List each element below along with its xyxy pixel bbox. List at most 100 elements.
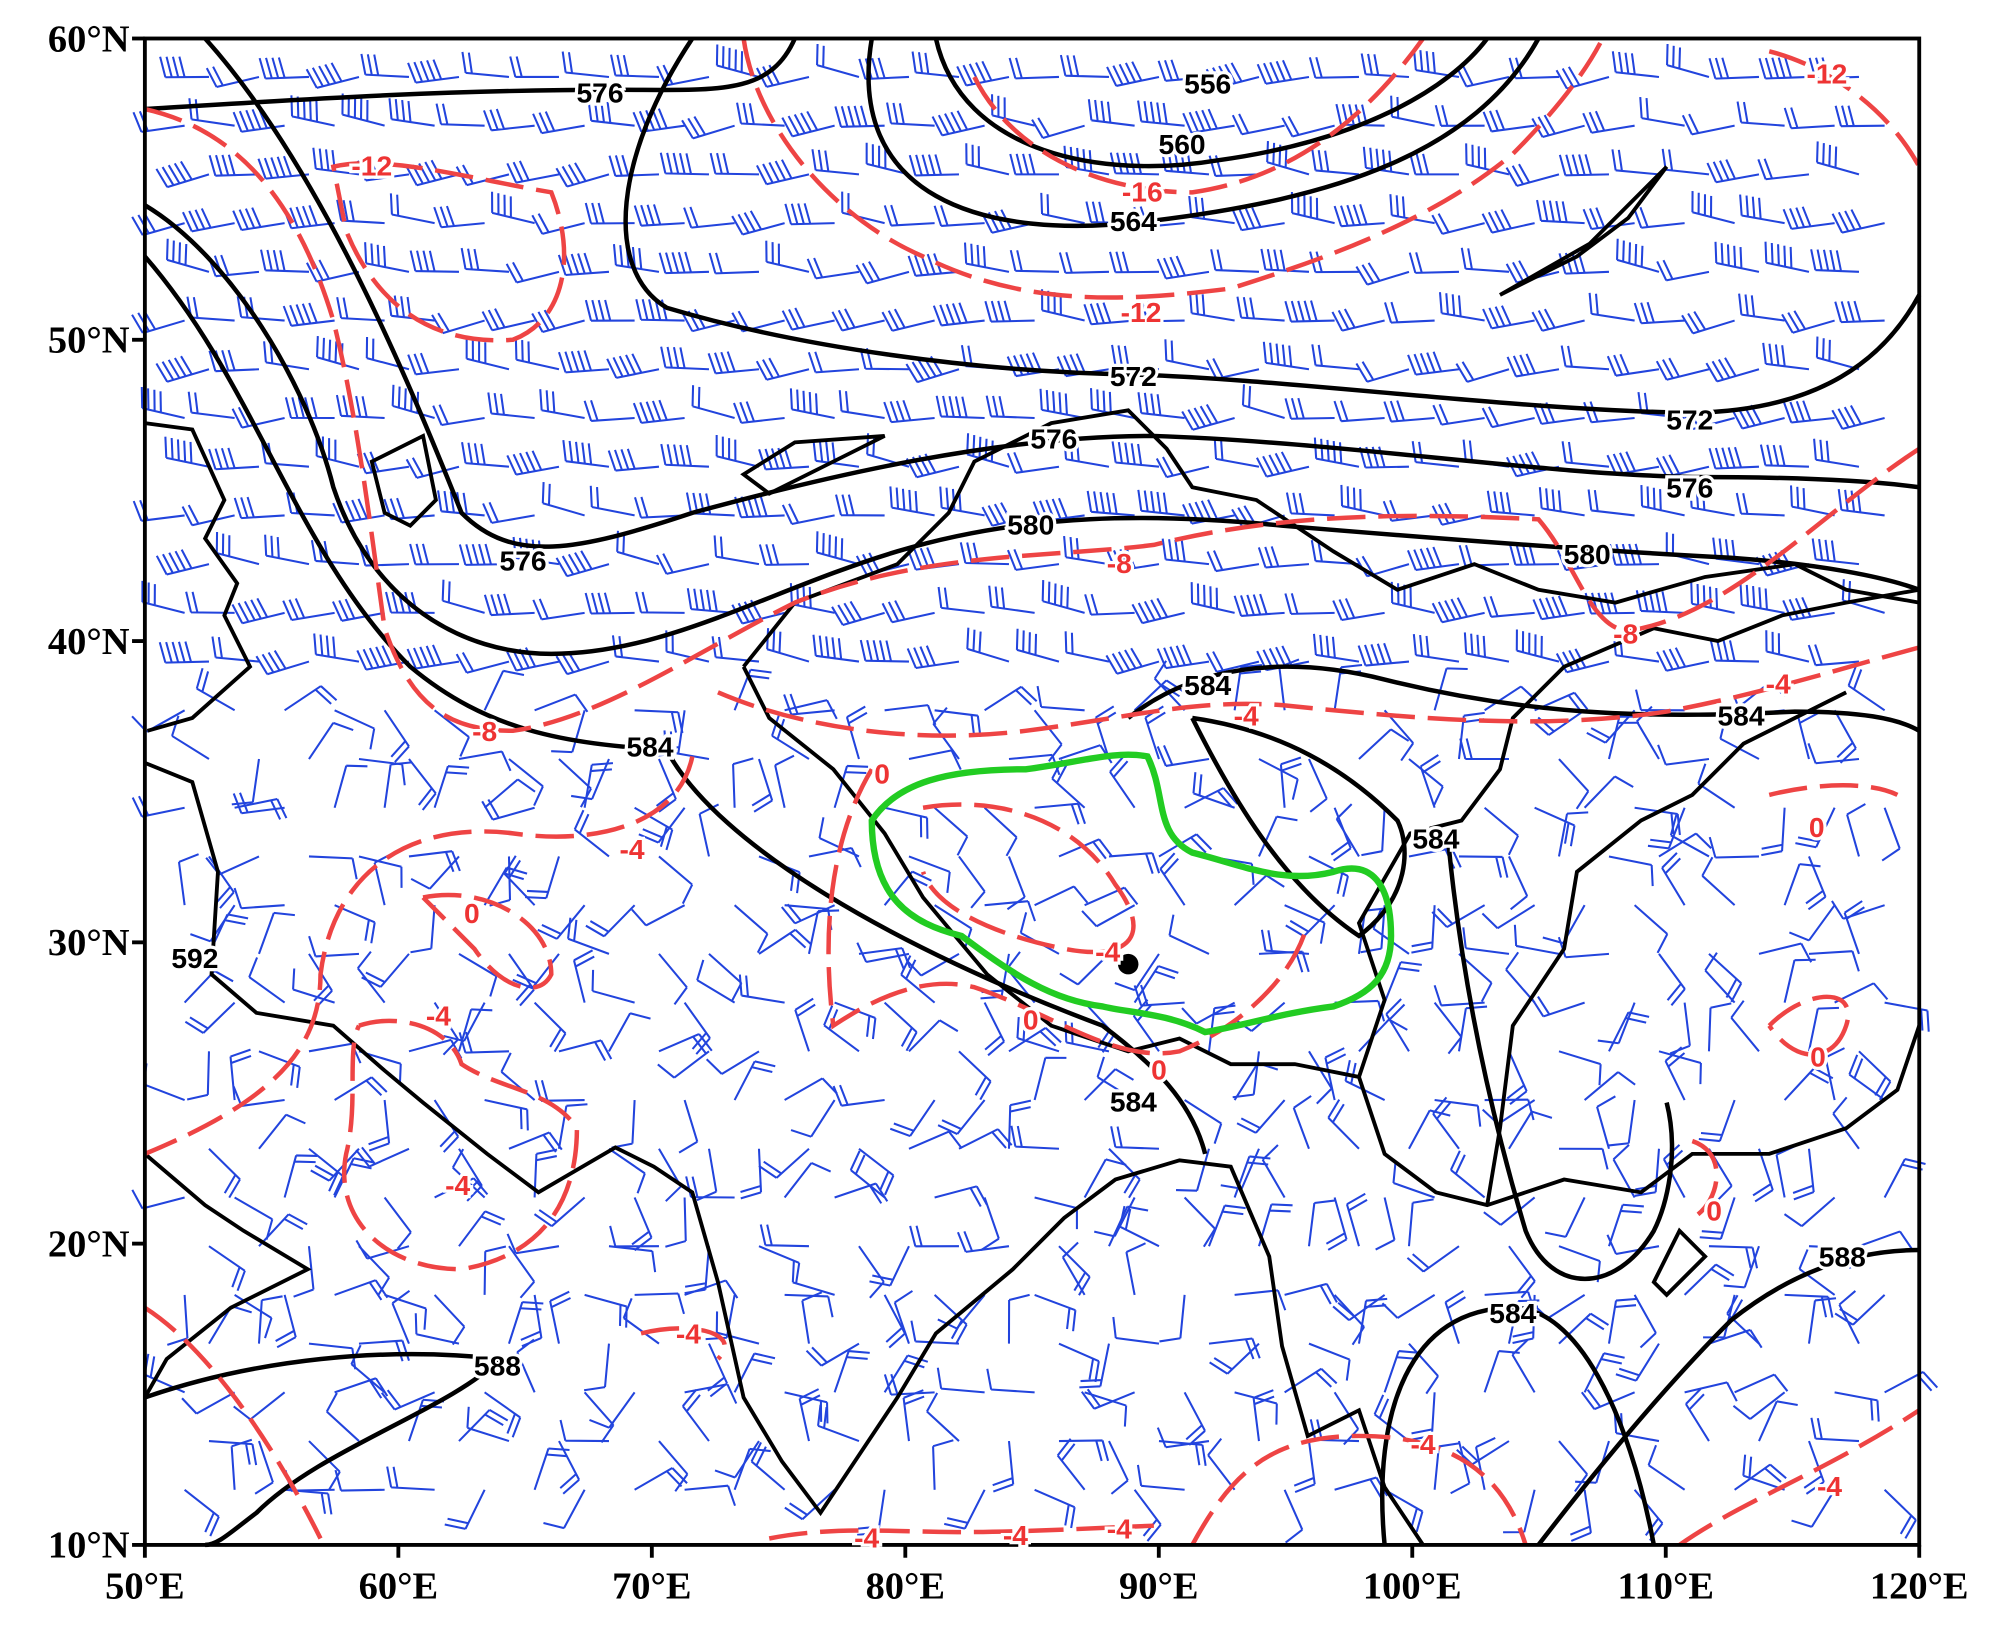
wind-barb [509,56,559,78]
wind-barb [1708,953,1743,1003]
wind-barb [1506,1050,1528,1105]
wind-barb [207,254,260,278]
wind-barb [1463,632,1510,663]
wind-barb [660,346,710,371]
wind-barb [1009,153,1059,176]
wind-barb [1458,855,1509,878]
temperature-contour-label: -4 [1003,1519,1028,1551]
wind-barb [591,969,635,1004]
wind-barb [433,765,470,809]
wind-barb [1236,296,1285,322]
wind-barb [1059,54,1110,78]
wind-barb [1010,1125,1060,1150]
wind-barb [1137,489,1185,517]
temperature-contour-label: 0 [874,757,890,789]
wind-barb [632,399,685,424]
wind-barb [715,44,760,78]
wind-barb [1406,546,1460,572]
wind-barb [606,353,660,379]
wind-barb [858,1245,885,1299]
wind-barb [738,974,785,1004]
wind-barb [833,764,869,809]
wind-barb [1838,1290,1860,1345]
wind-barb [658,1033,713,1054]
wind-barb [1331,308,1385,332]
wind-barb [731,599,785,625]
wind-barb [731,210,785,236]
wind-barb [1558,1050,1602,1086]
wind-barb [1408,1109,1451,1150]
wind-barb [1058,1439,1110,1462]
wind-barb [409,250,459,273]
wind-barb [681,308,735,333]
wind-barb [981,502,1035,527]
wind-barb [1815,336,1860,371]
wind-barb [457,1008,493,1052]
wind-barb [698,803,720,857]
wind-barb [407,352,460,376]
wind-barb [1515,629,1560,663]
wind-barb [231,758,260,806]
wind-barb [791,1261,835,1296]
wind-barb [1007,1293,1030,1344]
wind-barb [849,1150,886,1199]
wind-barb [1705,357,1760,383]
wind-barb [1190,582,1235,614]
wind-barb [1583,401,1635,424]
wind-barb [391,1289,411,1345]
wind-barb [409,543,459,566]
wind-barb [707,1343,728,1398]
wind-barb [608,154,660,177]
wind-barb [783,693,835,716]
wind-barb [807,909,840,955]
wind-barb [461,442,510,468]
wind-barb [1324,1047,1347,1101]
wind-barb [758,544,809,566]
wind-barb [1412,634,1460,663]
wind-barb [958,1128,1013,1150]
x-tick-label: 50°E [105,1566,184,1608]
wind-barb [869,1245,910,1287]
wind-barb [1134,300,1185,323]
wind-barb [1665,532,1710,566]
wind-barb [334,1279,389,1301]
wind-barb [131,310,185,334]
wind-barb [1207,1437,1236,1491]
wind-barb [583,1391,615,1444]
wind-barb [384,1293,428,1330]
wind-barb [572,949,595,1003]
wind-barb [1031,117,1085,139]
wind-barb [1714,241,1760,273]
wind-barb [1205,651,1260,673]
wind-barb [1833,709,1857,764]
wind-barb [1775,1144,1797,1198]
wind-barb [458,1148,483,1202]
wind-barb [361,953,410,988]
wind-barb [1808,950,1860,972]
wind-barb [933,806,969,856]
wind-barb [939,486,985,517]
wind-barb [1709,639,1759,663]
wind-barb [908,1019,959,1053]
wind-barb [1232,1051,1260,1099]
wind-barb [883,1294,906,1349]
wind-barb [388,98,435,127]
wind-barb [541,482,585,517]
wind-barb [1184,1099,1223,1144]
height-contour-label: 584 [626,730,673,762]
wind-barb [1159,852,1186,906]
wind-barb [308,855,358,880]
wind-barb [275,1294,297,1349]
wind-barb [1843,900,1865,955]
temperature-contour-label: -4 [1095,936,1120,968]
wind-barb [1284,300,1335,323]
wind-barb [1734,1463,1787,1491]
wind-barb [656,553,710,575]
wind-barb [334,1377,389,1399]
wind-barb [889,1099,936,1138]
temperature-contour-label: -4 [1107,1513,1132,1545]
wind-barb [1111,441,1160,468]
wind-barb [1064,631,1110,663]
wind-barb [935,395,985,420]
wind-barb [1284,1367,1338,1394]
